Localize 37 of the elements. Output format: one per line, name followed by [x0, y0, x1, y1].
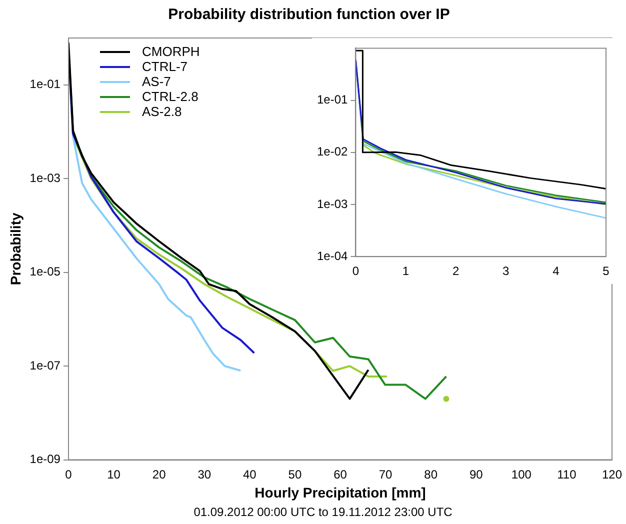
x-tick-label: 1 — [402, 264, 410, 278]
x-tick-label: 40 — [242, 467, 257, 482]
x-tick-label: 4 — [552, 264, 560, 278]
x-tick-label: 20 — [152, 467, 166, 482]
x-tick-label: 80 — [424, 467, 438, 482]
chart-title: Probability distribution function over IP — [168, 6, 450, 24]
x-tick-label: 70 — [378, 467, 393, 482]
x-tick-label: 30 — [198, 467, 212, 482]
x-tick-label: 3 — [502, 264, 510, 278]
x-tick-label: 100 — [511, 467, 532, 482]
y-tick-label: 1e-03 — [30, 170, 61, 185]
legend-label: AS-7 — [142, 74, 171, 89]
x-tick-label: 10 — [107, 467, 121, 482]
legend-label: AS-2.8 — [142, 104, 182, 119]
y-tick-label: 1e-01 — [316, 92, 348, 107]
y-tick-label: 1e-04 — [316, 248, 348, 263]
x-tick-label: 110 — [557, 467, 577, 482]
text: 01.09.2012 00:00 UTC to 19.11.2012 23:00 UTC — [194, 505, 453, 519]
x-tick-label: 0 — [65, 467, 72, 482]
x-axis-title: Hourly Precipitation [mm] — [254, 484, 426, 500]
legend-label: CMORPH — [142, 44, 200, 59]
x-tick-label: 50 — [288, 467, 302, 482]
legend-label: CTRL-2.8 — [142, 89, 198, 104]
x-tick-label: 120 — [602, 467, 622, 482]
x-tick-label: 5 — [602, 264, 610, 278]
legend-label: CTRL-7 — [142, 59, 188, 74]
x-tick-label: 0 — [352, 264, 360, 278]
y-axis-title: Probability — [7, 212, 24, 286]
x-tick-label: 90 — [469, 467, 484, 482]
x-tick-label: 60 — [334, 467, 348, 482]
y-tick-label: 1e-02 — [316, 144, 348, 159]
y-tick-label: 1e-05 — [30, 264, 61, 279]
y-tick-label: 1e-01 — [30, 77, 61, 92]
x-tick-label: 2 — [452, 264, 460, 278]
y-tick-label: 1e-03 — [316, 196, 348, 211]
y-tick-label: 1e-07 — [30, 358, 61, 372]
y-tick-label: 1e-09 — [30, 452, 61, 466]
